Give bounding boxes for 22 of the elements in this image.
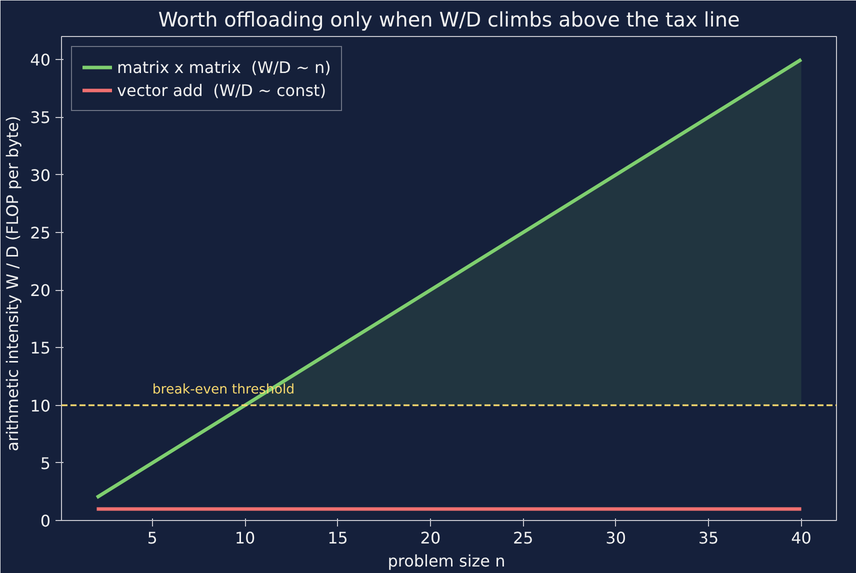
y-tick-label: 30 xyxy=(30,166,50,185)
y-tick-label: 15 xyxy=(30,338,50,358)
chart-title: Worth offloading only when W/D climbs above the tax line xyxy=(158,8,740,32)
x-tick-label: 25 xyxy=(512,528,534,548)
y-tick-label: 25 xyxy=(30,223,50,242)
y-axis-title: arithmetic intensity W / D (FLOP per byte) xyxy=(3,116,22,452)
x-tick-label: 40 xyxy=(791,528,812,548)
y-tick-label: 5 xyxy=(40,454,51,473)
x-tick-label: 5 xyxy=(147,528,158,548)
y-tick-label: 0 xyxy=(40,512,51,530)
x-tick-label: 35 xyxy=(698,528,719,548)
x-tick-label: 15 xyxy=(328,528,348,548)
y-tick-label: 40 xyxy=(30,50,50,70)
x-tick-label: 30 xyxy=(606,528,626,548)
y-tick-label: 10 xyxy=(30,396,50,416)
legend-label: matrix x matrix (W/D ~ n) xyxy=(117,58,331,76)
x-axis-title: problem size n xyxy=(388,552,506,570)
x-tick-label: 10 xyxy=(234,528,256,548)
x-tick-label: 20 xyxy=(420,528,441,548)
y-tick-label: 20 xyxy=(30,281,50,300)
y-tick-label: 35 xyxy=(30,108,50,128)
legend-label: vector add (W/D ~ const) xyxy=(117,80,326,100)
